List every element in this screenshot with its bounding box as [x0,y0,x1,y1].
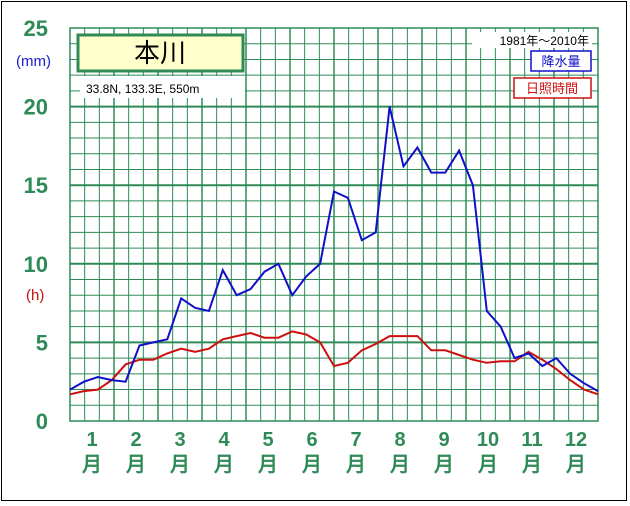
y-tick-label: 25 [24,16,48,41]
month-number: 6 [306,429,317,451]
month-number: 9 [438,429,449,451]
y-tick-label: 20 [24,95,48,120]
y-tick-label: 15 [24,173,48,198]
month-unit: 月 [477,454,498,476]
month-unit: 月 [81,454,102,476]
legend-sun-box [513,77,592,99]
month-number: 7 [350,429,361,451]
month-unit: 月 [125,454,146,476]
month-unit: 月 [389,454,410,476]
month-unit: 月 [521,454,542,476]
month-number: 10 [477,429,499,451]
series-line-precipitation [69,106,599,392]
month-unit: 月 [345,454,366,476]
y-unit-mm: (mm) [16,53,51,70]
y-tick-labels: 0 5 10 15 20 25 [24,16,48,434]
month-unit: 月 [565,454,586,476]
month-unit: 月 [169,454,190,476]
title-box [76,33,245,73]
location-label: 33.8N, 133.3E, 550m [86,82,199,96]
month-number: 12 [565,429,587,451]
chart-title: 本川 [134,38,186,68]
legend-precip-label: 降水量 [541,54,580,69]
y-tick-label: 0 [36,409,48,434]
period-bg [472,32,592,48]
month-number: 1 [86,429,97,451]
legend-sun-label: 日照時間 [526,81,578,96]
month-number: 4 [218,429,230,451]
month-unit: 月 [301,454,322,476]
period-label: 1981年〜2010年 [500,34,589,48]
month-number: 5 [262,429,273,451]
grid-lines [70,28,598,421]
legend-precip-box [530,50,592,72]
series-line-sunshine [69,330,599,396]
month-labels: 1 月 2 月 3 月 4 月 5 月 6 月 7 月 8 月 9 月 10 月 11 月 12 月 [81,429,587,476]
y-tick-label: 5 [36,330,48,355]
month-unit: 月 [257,454,278,476]
month-number: 3 [174,429,185,451]
y-tick-label: 10 [24,252,48,277]
month-number: 2 [130,429,141,451]
month-unit: 月 [433,454,454,476]
month-number: 11 [521,429,542,451]
location-bg [80,76,245,98]
month-unit: 月 [213,454,234,476]
month-number: 8 [394,429,405,451]
y-unit-h: (h) [26,287,44,304]
